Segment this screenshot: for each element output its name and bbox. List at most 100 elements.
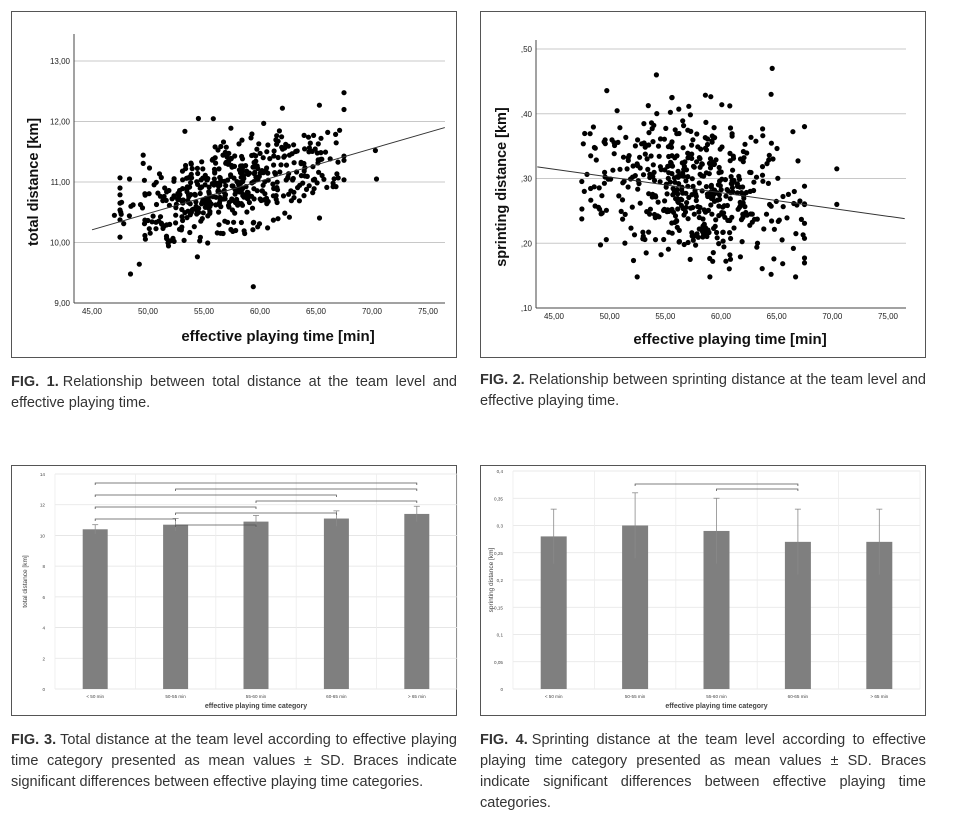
fig1-data-point	[259, 188, 265, 194]
fig2-data-point	[664, 191, 670, 197]
fig1-data-point	[281, 154, 287, 160]
fig1-data-point	[215, 187, 221, 193]
fig2-data-point	[759, 164, 766, 170]
fig1-data-point	[117, 185, 123, 191]
fig2-data-point	[771, 226, 777, 232]
fig2-data-point	[704, 141, 711, 148]
fig1-data-point	[209, 181, 215, 187]
fig1-data-point	[303, 186, 310, 192]
fig2-data-point	[714, 190, 720, 196]
fig2-data-point	[719, 176, 725, 182]
fig1-data-point	[229, 183, 235, 189]
fig1-data-point	[165, 240, 171, 246]
fig2-data-point	[760, 178, 766, 184]
fig2-data-point	[707, 161, 713, 167]
fig1-data-point	[193, 199, 199, 205]
fig2-data-point	[618, 208, 624, 214]
fig1-y-tick-label: 13,00	[50, 57, 71, 66]
fig1-data-point	[142, 192, 148, 198]
fig2-data-point	[655, 199, 661, 205]
fig2-data-point	[694, 131, 700, 137]
fig2-data-point	[685, 216, 691, 222]
fig1-scatter-chart: 9,00 10,00 11,00 12,00 13,00 45,00 50,00 55,00 6…	[26, 34, 445, 345]
fig2-data-point	[742, 141, 748, 147]
fig1-data-point	[291, 160, 297, 166]
fig2-data-point	[647, 211, 653, 217]
fig1-data-point	[305, 134, 312, 140]
fig2-data-point	[727, 252, 733, 258]
fig1-data-point	[136, 261, 142, 267]
fig1-data-point	[257, 150, 263, 156]
fig1-data-point	[325, 129, 331, 135]
fig2-data-point	[637, 154, 643, 160]
fig3-x-tick-label: < 50 min	[86, 694, 104, 699]
fig1-data-point	[216, 166, 222, 172]
fig2-data-point	[706, 193, 712, 199]
fig2-data-point	[588, 153, 594, 159]
fig2-data-point	[622, 240, 628, 246]
fig2-data-point	[749, 211, 755, 217]
fig1-data-point	[232, 210, 238, 216]
fig3-x-axis-title: effective playing time category	[205, 703, 307, 710]
fig1-data-point	[127, 271, 134, 277]
fig1-data-point	[171, 176, 177, 182]
fig2-data-point	[736, 176, 743, 182]
fig3-y-tick-label: 0	[42, 687, 45, 692]
fig2-data-point	[672, 213, 679, 219]
fig2-data-point	[703, 119, 709, 125]
fig1-data-point	[217, 194, 223, 200]
fig2-data-point	[681, 163, 687, 169]
fig2-x-axis-title: effective playing time [min]	[633, 331, 826, 348]
fig1-data-point	[153, 201, 160, 208]
fig1-data-point	[290, 177, 296, 183]
fig2-data-point	[724, 202, 730, 209]
fig1-data-point	[140, 152, 146, 158]
fig1-data-point	[322, 149, 329, 155]
fig1-data-point	[205, 203, 211, 209]
fig2-data-point	[716, 241, 722, 247]
fig2-data-point	[625, 184, 631, 190]
fig1-data-point	[251, 171, 257, 177]
fig1-data-point	[249, 131, 255, 137]
fig1-data-point	[295, 185, 301, 191]
fig2-data-point	[615, 139, 621, 145]
fig2-data-point	[604, 88, 610, 94]
fig2-data-point	[797, 198, 803, 204]
fig1-data-point	[167, 221, 173, 227]
fig1-data-point	[335, 175, 341, 181]
fig1-data-point	[185, 208, 191, 214]
fig1-data-point	[341, 106, 347, 113]
fig4-x-axis-title: effective playing time category	[665, 703, 767, 710]
fig1-data-point	[309, 148, 315, 154]
fig3-panel: 0 2 4 6 8 10 12 14 < 50 min 50-55 min 55-60 min 60-…	[11, 465, 458, 716]
fig2-data-point	[716, 164, 722, 171]
fig2-data-point	[768, 203, 774, 209]
fig1-y-tick-label: 9,00	[54, 299, 70, 308]
fig2-data-point	[686, 103, 692, 109]
fig2-data-point	[728, 181, 734, 187]
fig1-data-point	[306, 183, 312, 189]
fig2-data-point	[798, 216, 804, 222]
fig2-y-axis-title: sprinting distance [km]	[494, 107, 510, 267]
fig1-data-point	[119, 199, 125, 205]
fig2-data-point	[791, 188, 797, 195]
fig1-x-tick-label: 65,00	[306, 307, 327, 316]
fig2-data-point	[637, 200, 643, 206]
fig4-x-tick-label: 55-60 min	[706, 694, 727, 699]
fig1-data-point	[188, 161, 194, 167]
fig2-data-point	[760, 133, 766, 139]
fig1-data-point	[239, 156, 246, 162]
fig1-data-point	[183, 162, 189, 169]
fig1-data-point	[142, 217, 148, 223]
fig2-data-point	[651, 177, 658, 184]
fig2-data-point	[623, 134, 629, 140]
fig1-data-point	[188, 180, 194, 186]
fig2-data-point	[723, 193, 729, 199]
fig2-data-point	[630, 257, 637, 264]
fig3-significance-brace	[94, 494, 337, 497]
fig3-bar	[82, 529, 108, 689]
fig1-data-point	[265, 225, 271, 231]
fig2-data-point	[661, 236, 667, 243]
fig2-data-point	[620, 154, 627, 160]
fig2-data-point	[754, 244, 760, 250]
